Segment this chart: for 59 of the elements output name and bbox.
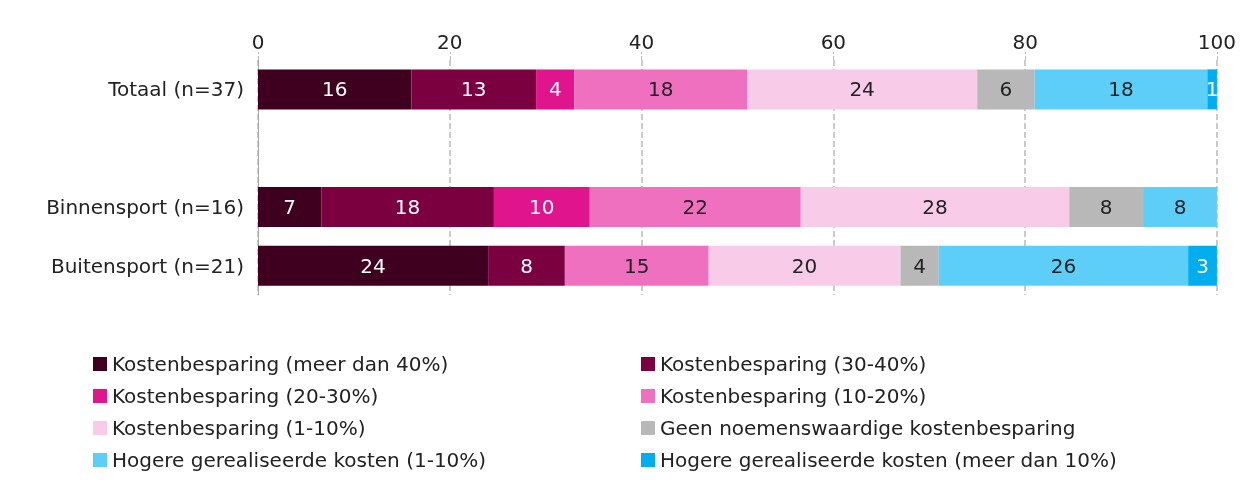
- data-label: 16: [321, 77, 348, 102]
- x-tick-label: 100: [1197, 30, 1237, 54]
- bar: [564, 245, 709, 286]
- bar: [536, 69, 575, 110]
- x-tick-label: 20: [437, 30, 463, 54]
- legend-label: Geen noemenswaardige kostenbesparing: [660, 416, 1076, 440]
- legend-label: Kostenbesparing (20-30%): [112, 384, 379, 408]
- x-tick-label: 60: [820, 30, 847, 54]
- bar: [938, 245, 1189, 286]
- bar: [258, 69, 412, 110]
- data-label: 24: [849, 77, 875, 102]
- bar: [1143, 186, 1217, 227]
- data-label: 3: [1196, 253, 1209, 278]
- bar: [1034, 69, 1208, 110]
- legend-label: Hogere gerealiseerde kosten (meer dan 10%): [660, 448, 1117, 472]
- data-label: 22: [682, 194, 708, 219]
- data-label: 24: [360, 253, 386, 278]
- bar: [900, 245, 939, 286]
- data-label: 18: [1108, 77, 1134, 102]
- x-tick-label: 0: [251, 30, 265, 54]
- data-label: 15: [624, 253, 650, 278]
- x-tick-label: 80: [1012, 30, 1038, 54]
- bar: [493, 186, 590, 227]
- data-label: 26: [1050, 253, 1077, 278]
- bar: [258, 186, 322, 227]
- bar: [747, 69, 978, 110]
- x-tick-label: 40: [628, 30, 655, 54]
- bar: [258, 245, 489, 286]
- data-label: 8: [1099, 194, 1113, 219]
- y-tick-label: Buitensport (n=21): [50, 253, 244, 278]
- data-label: 4: [548, 77, 562, 102]
- data-label: 8: [1173, 194, 1187, 219]
- data-label: 20: [791, 253, 818, 278]
- y-tick-label: Binnensport (n=16): [46, 194, 244, 219]
- bar: [708, 245, 901, 286]
- bar: [574, 69, 748, 110]
- bar: [800, 186, 1070, 227]
- data-label: 7: [283, 194, 297, 219]
- data-label: 10: [529, 194, 555, 219]
- data-label: 6: [999, 77, 1013, 102]
- bar: [411, 69, 537, 110]
- data-label: 18: [648, 77, 674, 102]
- data-label: 4: [913, 253, 927, 278]
- legend-label: Kostenbesparing (10-20%): [660, 384, 927, 408]
- y-tick-label: Totaal (n=37): [107, 77, 244, 102]
- legend-label: Kostenbesparing (1-10%): [112, 416, 366, 440]
- bar: [1188, 245, 1217, 286]
- bar: [589, 186, 801, 227]
- legend-label: Hogere gerealiseerde kosten (1-10%): [112, 448, 487, 472]
- data-label: 8: [520, 253, 533, 278]
- legend-label: Kostenbesparing (30-40%): [660, 352, 927, 376]
- bar: [321, 186, 494, 227]
- bar: [1069, 186, 1144, 227]
- data-label: 13: [461, 77, 487, 102]
- legend-label: Kostenbesparing (meer dan 40%): [112, 352, 449, 376]
- data-label: 18: [394, 194, 421, 219]
- bar: [488, 245, 565, 286]
- data-label: 1: [1205, 77, 1219, 102]
- data-label: 28: [922, 194, 948, 219]
